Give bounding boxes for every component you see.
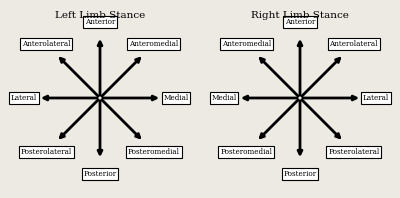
Text: Anteromedial: Anteromedial [222, 40, 271, 48]
Text: Lateral: Lateral [363, 94, 389, 102]
Text: Anteromedial: Anteromedial [129, 40, 178, 48]
Text: Anterolateral: Anterolateral [22, 40, 70, 48]
Text: Posterior: Posterior [84, 170, 116, 178]
Text: Posterior: Posterior [284, 170, 316, 178]
Text: Posterolateral: Posterolateral [21, 148, 72, 156]
Text: Right Limb Stance: Right Limb Stance [251, 10, 349, 19]
Text: Posteromedial: Posteromedial [220, 148, 272, 156]
Text: Left Limb Stance: Left Limb Stance [55, 10, 145, 19]
Text: Posterolateral: Posterolateral [328, 148, 379, 156]
Text: Medial: Medial [211, 94, 237, 102]
Text: Anterolateral: Anterolateral [330, 40, 378, 48]
Text: Posteromedial: Posteromedial [128, 148, 180, 156]
Text: Medial: Medial [163, 94, 189, 102]
Text: Anterior: Anterior [85, 18, 115, 26]
Text: Lateral: Lateral [11, 94, 37, 102]
Text: Anterior: Anterior [285, 18, 315, 26]
